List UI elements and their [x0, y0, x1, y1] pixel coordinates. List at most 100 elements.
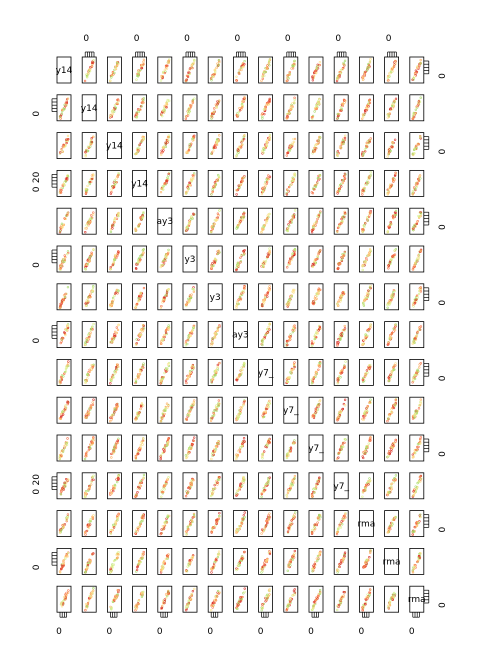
data-point: [168, 249, 170, 251]
data-point: [135, 230, 137, 232]
data-point: [186, 382, 188, 384]
data-point: [214, 182, 216, 184]
panel-r3-c0: [57, 170, 71, 196]
panel-r5-c3: [133, 246, 147, 272]
panel-r8-c13: [385, 359, 399, 385]
panel-r7-c0: [57, 322, 71, 348]
data-point: [239, 257, 241, 259]
panel-r9-c0: [57, 397, 71, 423]
data-point: [387, 156, 389, 158]
data-point: [116, 515, 118, 517]
data-point: [412, 190, 414, 192]
data-point: [263, 451, 265, 453]
data-point: [61, 149, 63, 151]
data-point: [420, 399, 422, 401]
data-point: [369, 102, 371, 104]
data-point: [395, 210, 397, 212]
data-point: [344, 178, 346, 180]
panel-r1-c11: [334, 95, 348, 121]
data-point: [110, 77, 112, 79]
data-point: [363, 417, 365, 419]
panel-r8-c2: [107, 359, 121, 385]
panel-r11-c2: [107, 473, 121, 499]
panel-r4-c9: [284, 208, 298, 234]
data-point: [213, 412, 215, 414]
data-point: [339, 449, 341, 451]
panel-r6-c12: [359, 284, 373, 310]
data-point: [393, 181, 395, 183]
panel-r6-c13: [385, 284, 399, 310]
diagonal-label: y3: [184, 255, 195, 265]
data-point: [67, 325, 69, 327]
data-point: [243, 290, 245, 292]
data-point: [342, 182, 344, 184]
panel-r5-c11: [334, 246, 348, 272]
data-point: [239, 107, 241, 109]
data-point: [143, 61, 145, 63]
data-point: [185, 454, 187, 456]
data-point: [369, 324, 371, 326]
data-point: [137, 491, 139, 493]
panel-r5-c4: [158, 246, 172, 272]
data-point: [415, 486, 417, 488]
data-point: [117, 253, 119, 255]
data-point: [113, 334, 115, 336]
data-point: [218, 400, 220, 402]
data-point: [164, 413, 166, 415]
data-point: [236, 194, 238, 196]
data-point: [110, 266, 112, 268]
data-point: [318, 98, 320, 100]
panel-r2-c0: [57, 133, 71, 159]
data-point: [261, 529, 263, 531]
data-point: [364, 339, 366, 341]
data-point: [340, 69, 342, 71]
data-point: [415, 109, 417, 111]
data-point: [311, 345, 313, 347]
data-point: [286, 155, 288, 157]
data-point: [88, 449, 90, 451]
panel-r9-c13: [385, 397, 399, 423]
data-point: [343, 175, 345, 177]
data-point: [187, 298, 189, 300]
panel-r5-c13: [385, 246, 399, 272]
data-point: [91, 481, 93, 483]
data-point: [261, 193, 263, 195]
panel-r11-c13: [385, 473, 399, 499]
panel-r11-c9: [284, 473, 298, 499]
data-point: [412, 418, 414, 420]
data-point: [286, 496, 288, 498]
panel-r4-c6: [208, 208, 222, 234]
data-point: [265, 446, 267, 448]
data-point: [84, 496, 86, 498]
panel-r1-c7: [233, 95, 247, 121]
data-point: [367, 140, 369, 142]
data-point: [141, 520, 143, 522]
panel-r4-c4: ay3: [157, 208, 174, 234]
data-point: [416, 67, 418, 69]
data-point: [338, 300, 340, 302]
data-point: [67, 363, 69, 365]
panel-r1-c10: [309, 95, 323, 121]
data-point: [418, 367, 420, 369]
data-point: [136, 79, 138, 81]
data-point: [290, 334, 292, 336]
data-point: [90, 518, 92, 520]
data-point: [164, 105, 166, 107]
data-point: [413, 187, 415, 189]
panel-frame: [259, 511, 273, 537]
data-point: [263, 149, 265, 151]
data-point: [337, 345, 339, 347]
panel-r11-c6: [208, 473, 222, 499]
data-point: [92, 404, 94, 406]
data-point: [193, 437, 195, 439]
data-point: [268, 64, 270, 66]
data-point: [344, 399, 346, 401]
diagonal-label: y14: [56, 66, 73, 76]
data-point: [140, 444, 142, 446]
data-point: [418, 293, 420, 295]
data-point: [215, 448, 217, 450]
data-point: [168, 476, 170, 478]
data-point: [364, 73, 366, 75]
data-point: [267, 65, 269, 67]
data-point: [164, 69, 166, 71]
